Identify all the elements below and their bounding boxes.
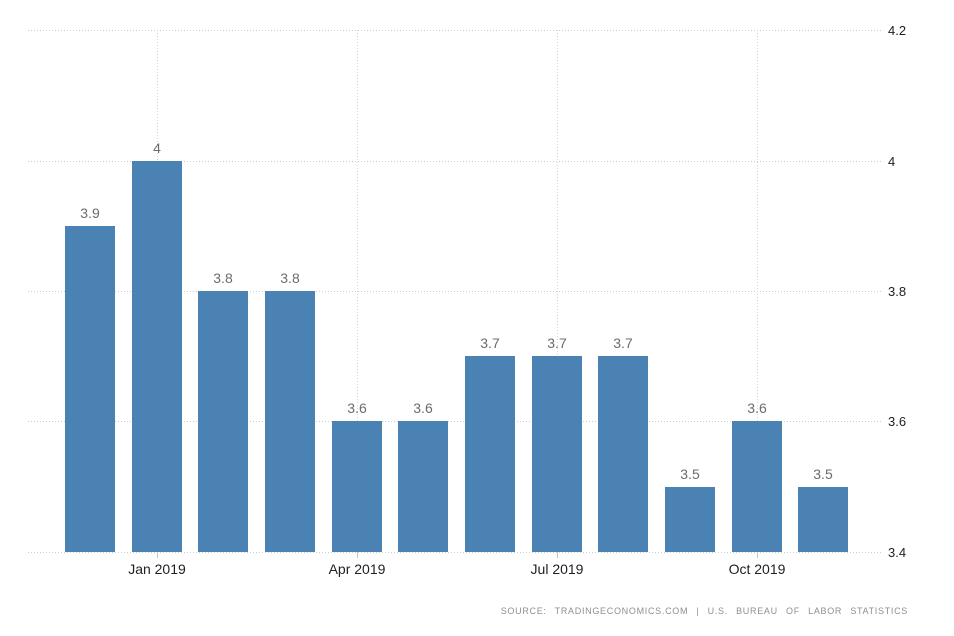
bar-value-label: 3.6 [747, 400, 767, 416]
source-attribution: SOURCE: TRADINGECONOMICS.COM | U.S. BURE… [500, 606, 908, 616]
bar-value-label: 3.8 [280, 270, 300, 286]
bar-value-label: 3.9 [80, 205, 100, 221]
x-axis-label: Oct 2019 [728, 561, 786, 577]
bar [132, 161, 182, 552]
v-gridline [357, 30, 358, 552]
bar-value-label: 3.6 [347, 400, 367, 416]
bar [665, 487, 715, 552]
bar [798, 487, 848, 552]
x-axis-label: Apr 2019 [328, 561, 386, 577]
bar-value-label: 4 [153, 140, 161, 156]
bar-value-label: 3.5 [813, 466, 833, 482]
bar [532, 356, 582, 552]
y-axis-label: 3.8 [888, 284, 907, 299]
bar-value-label: 3.7 [547, 335, 567, 351]
v-gridline [557, 30, 558, 552]
x-axis-tick [157, 552, 158, 558]
bar [732, 421, 782, 552]
y-axis-label: 3.6 [888, 414, 907, 429]
h-gridline [28, 161, 883, 162]
bar [198, 291, 248, 552]
v-gridline [757, 30, 758, 552]
x-axis-label: Jul 2019 [530, 561, 584, 577]
bar-value-label: 3.7 [613, 335, 633, 351]
x-axis-tick [357, 552, 358, 558]
bar [332, 421, 382, 552]
y-axis-label: 4 [888, 154, 896, 169]
bar [65, 226, 115, 552]
h-gridline [28, 421, 883, 422]
bar [265, 291, 315, 552]
bar [598, 356, 648, 552]
bar-value-label: 3.7 [480, 335, 500, 351]
x-axis-label: Jan 2019 [128, 561, 186, 577]
bar-value-label: 3.8 [213, 270, 233, 286]
h-gridline [28, 291, 883, 292]
bar [465, 356, 515, 552]
bar-value-label: 3.6 [413, 400, 433, 416]
h-gridline [28, 30, 883, 31]
bar-value-label: 3.5 [680, 466, 700, 482]
y-axis-label: 3.4 [888, 545, 907, 560]
bar [398, 421, 448, 552]
h-gridline [28, 552, 883, 553]
x-axis-tick [557, 552, 558, 558]
x-axis-tick [757, 552, 758, 558]
y-axis-label: 4.2 [888, 23, 907, 38]
